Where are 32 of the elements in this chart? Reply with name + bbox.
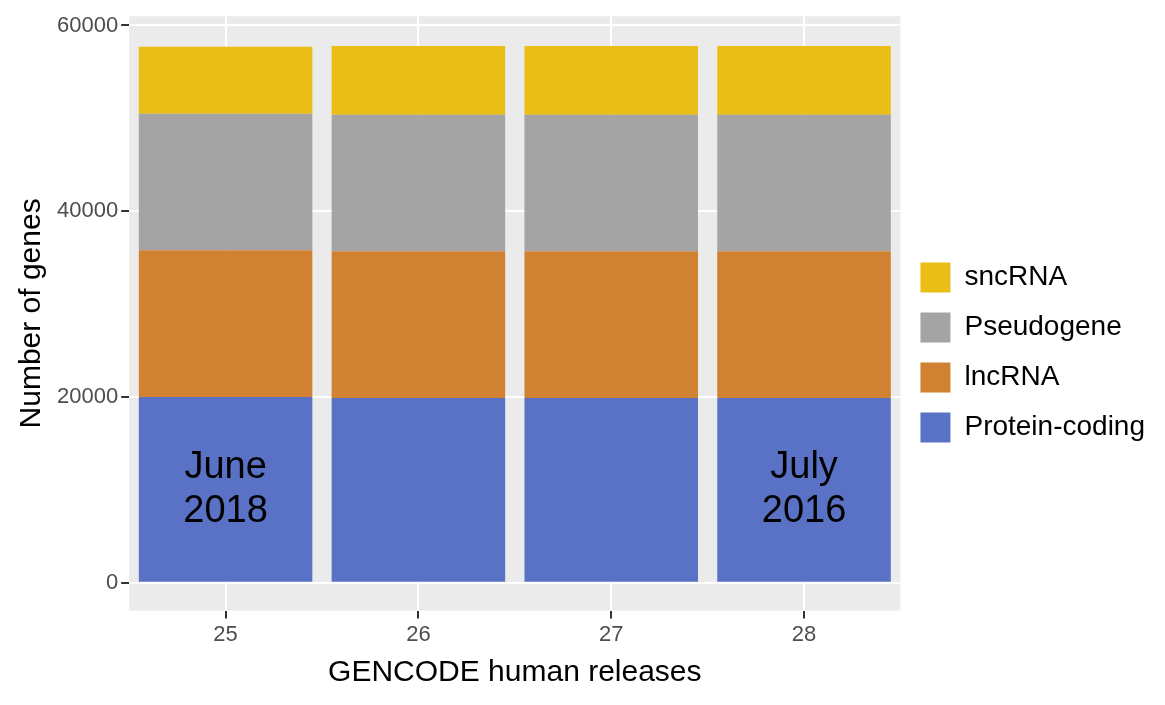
bar — [524, 45, 698, 115]
bar — [331, 251, 506, 398]
bar — [717, 251, 891, 398]
bar — [331, 114, 506, 252]
bar — [138, 250, 313, 397]
bar — [717, 45, 891, 115]
annotation: June 2018 — [183, 444, 268, 531]
bar — [331, 45, 506, 115]
x-tick-label: 26 — [406, 620, 431, 646]
bar — [331, 397, 506, 582]
annotation: July 2016 — [761, 444, 847, 531]
y-tick-label: 20000 — [56, 383, 119, 409]
bar — [138, 113, 313, 251]
legend-label: sncRNA — [964, 260, 1068, 292]
bar — [524, 114, 698, 252]
bar — [717, 397, 891, 582]
y-tick-label: 0 — [105, 568, 119, 594]
legend-label: lncRNA — [964, 360, 1060, 392]
x-axis-title: GENCODE human releases — [328, 654, 702, 688]
bar — [524, 251, 698, 398]
x-tick-label: 27 — [598, 620, 624, 646]
legend-label: Pseudogene — [964, 310, 1122, 342]
legend-label: Protein-coding — [964, 410, 1146, 442]
bar — [138, 396, 313, 582]
y-tick-label: 60000 — [56, 11, 119, 37]
y-tick-label: 40000 — [56, 197, 119, 223]
y-axis-title: Number of genes — [13, 198, 47, 429]
x-tick-label: 28 — [791, 620, 817, 646]
bar — [524, 397, 698, 582]
x-tick-label: 25 — [213, 620, 238, 646]
bar — [717, 114, 891, 252]
bar — [138, 46, 313, 114]
